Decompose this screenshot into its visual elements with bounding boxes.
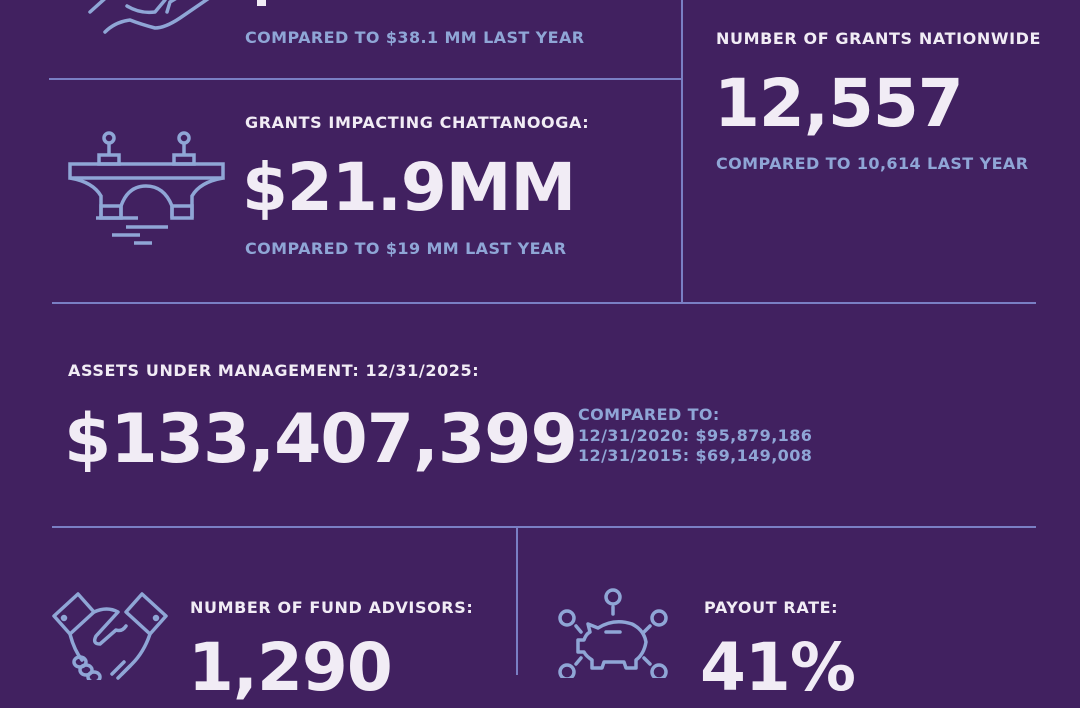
nationwide-label: NUMBER OF GRANTS NATIONWIDE [716,29,1042,48]
hand-giving-icon [85,0,225,40]
divider-lower [52,526,1036,528]
top-left-comparison: COMPARED TO $38.1 MM LAST YEAR [245,28,585,47]
divider-middle [52,302,1036,304]
divider-vertical-top [681,0,683,303]
payout-value: 41% [700,629,856,706]
handshake-icon [52,590,168,680]
fund-advisors-value: 1,290 [188,629,393,706]
divider-top-left [49,78,682,80]
top-left-value-fragment [257,0,266,6]
assets-value: $133,407,399 [64,400,578,479]
payout-label: PAYOUT RATE: [704,598,839,617]
assets-compared-2015: 12/31/2015: $69,149,008 [578,446,813,465]
bridge-icon [68,130,226,250]
divider-vertical-bottom [516,527,518,675]
chattanooga-label: GRANTS IMPACTING CHATTANOOGA: [245,113,590,132]
assets-label: ASSETS UNDER MANAGEMENT: 12/31/2025: [68,361,480,380]
fund-advisors-label: NUMBER OF FUND ADVISORS: [190,598,474,617]
piggy-bank-network-icon [556,588,672,678]
assets-compared-2020: 12/31/2020: $95,879,186 [578,426,813,445]
nationwide-comparison: COMPARED TO 10,614 LAST YEAR [716,154,1029,173]
chattanooga-value: $21.9MM [242,149,576,226]
assets-compared-heading: COMPARED TO: [578,405,720,424]
chattanooga-comparison: COMPARED TO $19 MM LAST YEAR [245,239,567,258]
nationwide-value: 12,557 [714,65,964,142]
